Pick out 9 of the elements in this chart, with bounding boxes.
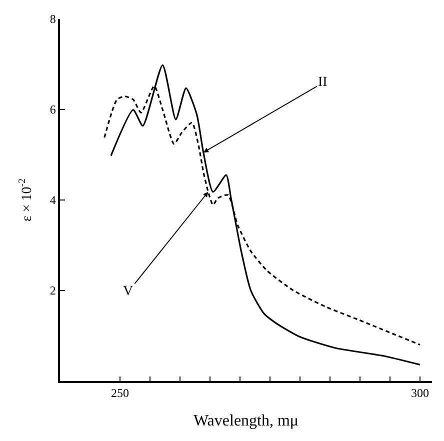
y-tick-label: 6	[50, 102, 56, 117]
y-tick-label: 4	[50, 193, 56, 208]
y-tick-label: 2	[50, 284, 56, 298]
x-tick-label: 250	[111, 386, 129, 400]
x-tick-label: 300	[411, 386, 429, 400]
y-tick-label: 8	[50, 12, 56, 26]
annotation: V	[123, 284, 134, 299]
annotation: II	[318, 75, 328, 90]
x-axis-title: Wavelength, mμ	[193, 412, 299, 430]
